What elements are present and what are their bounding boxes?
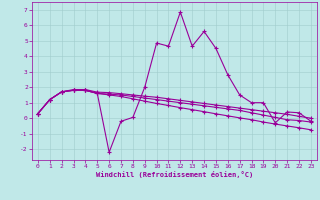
- X-axis label: Windchill (Refroidissement éolien,°C): Windchill (Refroidissement éolien,°C): [96, 171, 253, 178]
